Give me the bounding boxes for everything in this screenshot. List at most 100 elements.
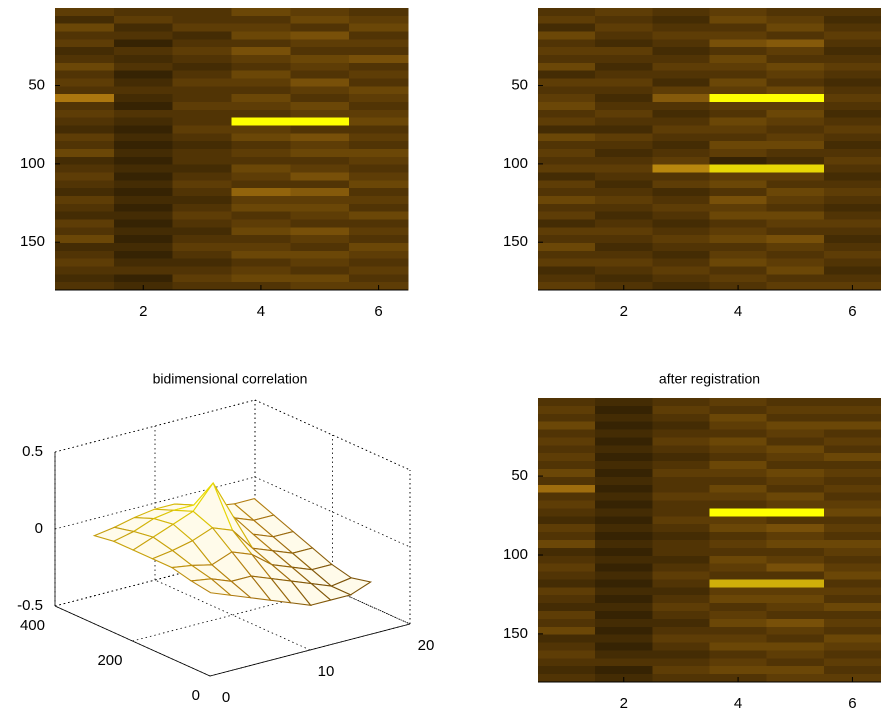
heatmap-cell: [595, 445, 653, 454]
x-tick-label: 6: [374, 303, 382, 320]
heatmap-cell: [231, 235, 291, 244]
y-tick-label: 150: [20, 233, 45, 250]
heatmap-cell: [823, 258, 881, 267]
heatmap-cell: [55, 39, 115, 48]
heatmap-cell: [595, 243, 653, 252]
heatmap-cell: [231, 141, 291, 150]
heatmap-cell: [766, 211, 825, 220]
heatmap-cell: [538, 445, 596, 454]
heatmap-cell: [766, 532, 825, 541]
heatmap-cell: [766, 62, 825, 72]
heatmap-cell: [595, 642, 653, 651]
heatmap-cell: [766, 266, 825, 275]
heatmap-cell: [290, 219, 350, 228]
heatmap-cell: [113, 266, 174, 275]
heatmap-cell: [113, 15, 174, 25]
heatmap-cell: [595, 508, 653, 517]
heatmap-cell: [595, 626, 653, 636]
heatmap-cell: [709, 650, 768, 659]
heatmap-cell: [349, 94, 409, 103]
heatmap-cell: [538, 164, 596, 173]
heatmap-cell: [652, 413, 710, 423]
heatmap-cell: [709, 603, 768, 612]
heatmap-cell: [652, 172, 710, 181]
heatmap-cell: [652, 587, 710, 596]
heatmap-cell: [823, 437, 881, 446]
heatmap-cell: [538, 453, 596, 462]
heatmap-cell: [55, 62, 115, 72]
x-tick-label: 10: [318, 663, 335, 680]
heatmap-cell: [538, 86, 596, 95]
heatmap-cell: [595, 250, 653, 260]
heatmap-cell: [766, 70, 825, 79]
heatmap-cell: [766, 437, 825, 446]
heatmap-cell: [766, 125, 825, 134]
chart-title: after registration: [659, 371, 760, 387]
heatmap-cell: [766, 156, 825, 166]
heatmap-cell: [709, 532, 768, 541]
heatmap-cell: [349, 117, 409, 126]
heatmap-cell: [709, 141, 768, 150]
heatmap-cell: [290, 227, 350, 236]
heatmap-cell: [595, 78, 653, 87]
heatmap-cell: [55, 133, 115, 142]
heatmap-cell: [766, 258, 825, 267]
heatmap-cell: [113, 180, 174, 189]
heatmap-cell: [766, 203, 825, 213]
heatmap-cell: [538, 547, 596, 557]
heatmap-cell: [709, 445, 768, 454]
heatmap-cell: [595, 180, 653, 189]
heatmap-cell: [823, 587, 881, 596]
heatmap-cell: [652, 563, 710, 573]
heatmap-cell: [349, 172, 409, 181]
heatmap-cell: [709, 266, 768, 275]
heatmap-cell: [709, 23, 768, 32]
heatmap-cell: [231, 243, 291, 252]
heatmap-cell: [709, 524, 768, 533]
heatmap-cell: [652, 55, 710, 64]
heatmap-cell: [595, 547, 653, 557]
heatmap-cell: [766, 611, 825, 620]
heatmap-cell: [538, 603, 596, 612]
heatmap-cell: [113, 203, 174, 213]
heatmap-cell: [55, 109, 115, 119]
heatmap-cell: [595, 595, 653, 604]
heatmap-cell: [55, 86, 115, 95]
heatmap-cell: [595, 421, 653, 431]
heatmap-cell: [823, 421, 881, 431]
heatmap-cell: [349, 47, 409, 56]
heatmap-cell: [113, 125, 174, 134]
x-tick-label: 4: [257, 303, 265, 320]
heatmap-cell: [709, 78, 768, 87]
heatmap-cell: [538, 595, 596, 604]
heatmap-cell: [823, 461, 881, 470]
heatmap-cell: [349, 70, 409, 79]
heatmap-cell: [823, 235, 881, 244]
heatmap-cell: [538, 133, 596, 142]
z-tick-label: 0.5: [22, 443, 43, 460]
y-tick-label: 100: [20, 155, 45, 172]
heatmap-cell: [538, 31, 596, 40]
heatmap-cell: [595, 203, 653, 213]
heatmap-cell: [538, 55, 596, 64]
heatmap-cell: [113, 133, 174, 142]
heatmap-cell: [823, 650, 881, 659]
heatmap-cell: [652, 555, 710, 565]
heatmap-cell: [113, 109, 174, 119]
y-tick-label: 150: [503, 233, 528, 250]
heatmap-cell: [55, 47, 115, 56]
heatmap-cell: [172, 109, 232, 119]
grid-line: [54, 476, 256, 530]
heatmap-cell: [595, 413, 653, 423]
heatmap-cell: [709, 421, 768, 431]
mesh-face: [189, 578, 233, 597]
heatmap-cell: [595, 219, 653, 228]
heatmap-cell: [538, 524, 596, 533]
heatmap-cell: [538, 196, 596, 205]
heatmap-cell: [349, 250, 409, 260]
heatmap-cell: [349, 149, 409, 158]
heatmap-cell: [172, 203, 232, 213]
heatmap-cell: [113, 149, 174, 158]
heatmap-cell: [823, 94, 881, 103]
heatmap-cell: [595, 266, 653, 275]
